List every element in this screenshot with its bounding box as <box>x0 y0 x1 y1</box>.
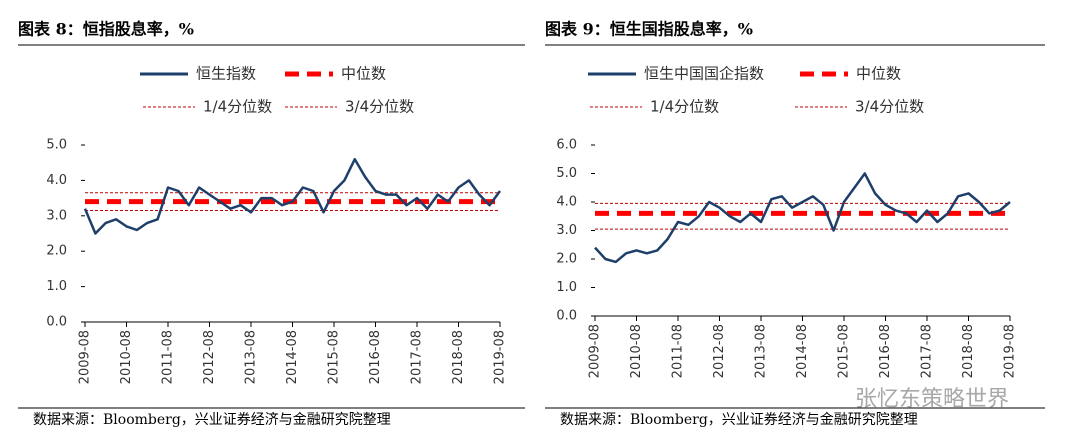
series-line <box>594 172 1011 264</box>
legend-label: 1/4分位数 <box>203 98 272 116</box>
y-tick-label: 1.0 <box>46 279 67 294</box>
y-tick-label: 0.0 <box>46 315 67 330</box>
x-tick-label: 2014-08 <box>795 324 810 378</box>
x-tick-label: 2010-08 <box>629 324 644 378</box>
y-tick-label: 3.0 <box>556 223 577 238</box>
x-tick-label: 2017-08 <box>920 324 935 378</box>
chart-title: 图表 8：恒指股息率，% <box>18 20 194 39</box>
x-tick-label: 2017-08 <box>410 330 425 384</box>
y-tick-label: 5.0 <box>556 166 577 181</box>
x-tick-label: 2015-08 <box>327 330 342 384</box>
y-tick-label: 4.0 <box>46 173 67 188</box>
x-tick-label: 2015-08 <box>837 324 852 378</box>
x-tick-label: 2011-08 <box>161 330 176 384</box>
source-note: 数据来源：Bloomberg，兴业证券经济与金融研究院整理 <box>33 412 391 428</box>
x-tick-label: 2013-08 <box>244 330 259 384</box>
legend-label: 恒生指数 <box>196 65 256 83</box>
x-tick-label: 2011-08 <box>671 324 686 378</box>
legend-label: 3/4分位数 <box>855 98 924 116</box>
y-tick-label: 1.0 <box>556 280 577 295</box>
legend-label: 1/4分位数 <box>650 98 719 116</box>
y-tick-label: 3.0 <box>46 208 67 223</box>
source-note: 数据来源：Bloomberg，兴业证券经济与金融研究院整理 <box>560 412 918 428</box>
y-tick-label: 0.0 <box>556 309 577 324</box>
x-tick-label: 2016-08 <box>878 324 893 378</box>
y-tick-label: 6.0 <box>556 138 577 153</box>
x-tick-label: 2010-08 <box>119 330 134 384</box>
chart-title: 图表 9：恒生国指股息率，% <box>545 20 753 39</box>
legend-label: 恒生中国国企指数 <box>644 65 764 83</box>
x-tick-label: 2009-08 <box>588 324 603 378</box>
x-tick-label: 2018-08 <box>451 330 466 384</box>
x-tick-label: 2013-08 <box>754 324 769 378</box>
x-tick-label: 2018-08 <box>961 324 976 378</box>
x-tick-label: 2019-08 <box>493 330 508 384</box>
watermark: 张忆东策略世界 <box>855 387 1009 412</box>
x-tick-label: 2016-08 <box>368 330 383 384</box>
legend-label: 中位数 <box>856 65 901 83</box>
x-tick-label: 2019-08 <box>1003 324 1018 378</box>
y-tick-label: 2.0 <box>46 244 67 259</box>
legend-label: 3/4分位数 <box>345 98 414 116</box>
x-tick-label: 2009-08 <box>78 330 93 384</box>
series-line <box>83 157 502 235</box>
x-tick-label: 2014-08 <box>285 330 300 384</box>
y-tick-label: 4.0 <box>556 195 577 210</box>
legend-label: 中位数 <box>341 65 386 83</box>
x-tick-label: 2012-08 <box>202 330 217 384</box>
y-tick-label: 2.0 <box>556 252 577 267</box>
y-tick-label: 5.0 <box>46 138 67 153</box>
x-tick-label: 2012-08 <box>712 324 727 378</box>
